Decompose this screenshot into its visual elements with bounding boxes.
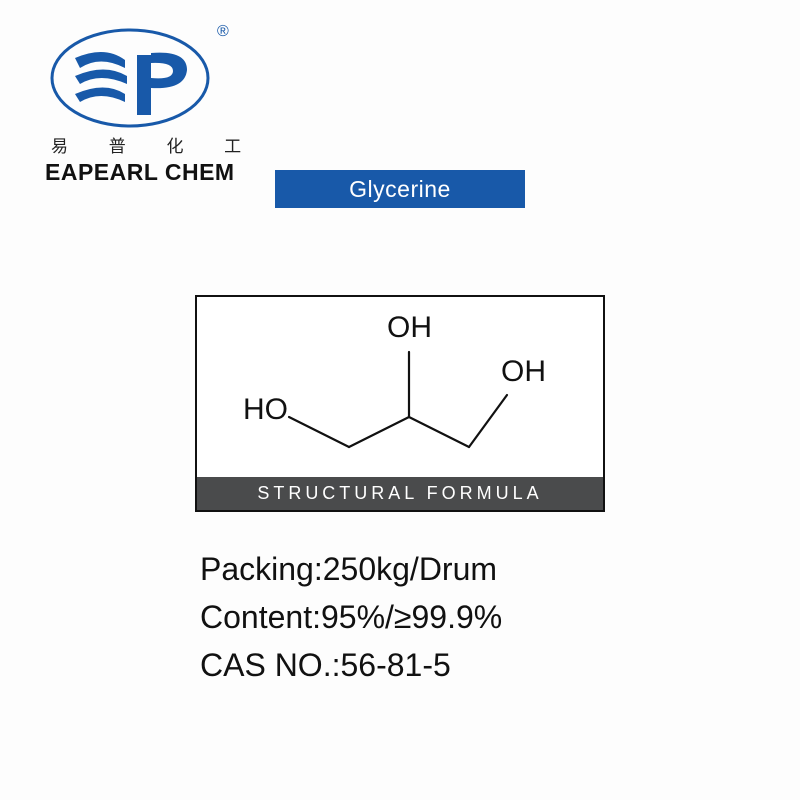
logo-chinese-text: 易 普 化 工 [51,132,259,157]
formula-diagram: OH OH HO [197,297,603,477]
packing-value: 250kg/Drum [323,551,497,587]
cas-line: CAS NO.:56-81-5 [200,641,502,689]
content-label: Content: [200,599,321,635]
packing-line: Packing:250kg/Drum [200,545,502,593]
structural-formula-box: OH OH HO STRUCTURAL FORMULA [195,295,605,512]
company-logo: ® 易 普 化 工 EAPEARL CHEM [45,20,259,186]
cas-label: CAS NO.: [200,647,340,683]
content-line: Content:95%/≥99.9% [200,593,502,641]
atom-oh-right: OH [501,355,546,389]
atom-ho-left: HO [243,393,288,427]
registered-mark: ® [217,23,229,40]
content-value: 95%/≥99.9% [321,599,502,635]
atom-oh-top: OH [387,311,432,345]
formula-footer-label: STRUCTURAL FORMULA [197,477,603,510]
ep-logo-mark: ® [45,20,245,128]
product-title-banner: Glycerine [275,170,525,208]
product-title: Glycerine [349,176,451,203]
logo-english-text: EAPEARL CHEM [45,159,259,186]
product-info: Packing:250kg/Drum Content:95%/≥99.9% CA… [200,545,502,689]
cas-value: 56-81-5 [340,647,450,683]
packing-label: Packing: [200,551,323,587]
